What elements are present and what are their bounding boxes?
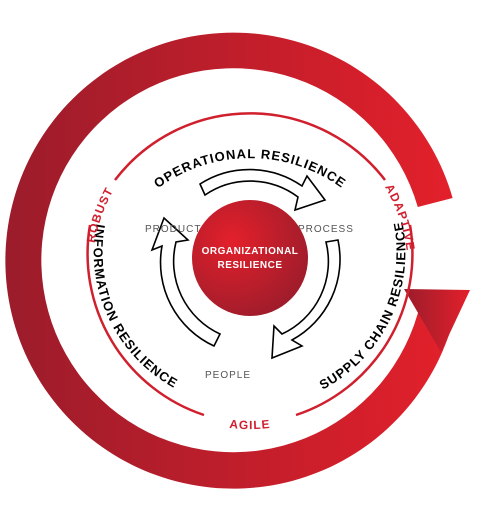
- center-label-line1: ORGANIZATIONAL: [202, 246, 299, 257]
- label-agile: AGILE: [229, 417, 271, 432]
- center-circle-group: ORGANIZATIONAL RESILIENCE: [192, 200, 308, 316]
- label-operational: OPERATIONAL RESILIENCE: [151, 146, 349, 191]
- center-label-line2: RESILIENCE: [217, 260, 282, 271]
- label-people: PEOPLE: [205, 370, 251, 381]
- resilience-diagram: CONTINUAL IMPROVEMENT OPERATIONAL RESILI…: [0, 0, 500, 510]
- diagram-svg: CONTINUAL IMPROVEMENT OPERATIONAL RESILI…: [0, 0, 500, 510]
- label-product: PRODUCT: [145, 224, 201, 235]
- label-process: PROCESS: [298, 224, 354, 235]
- center-circle: [192, 200, 308, 316]
